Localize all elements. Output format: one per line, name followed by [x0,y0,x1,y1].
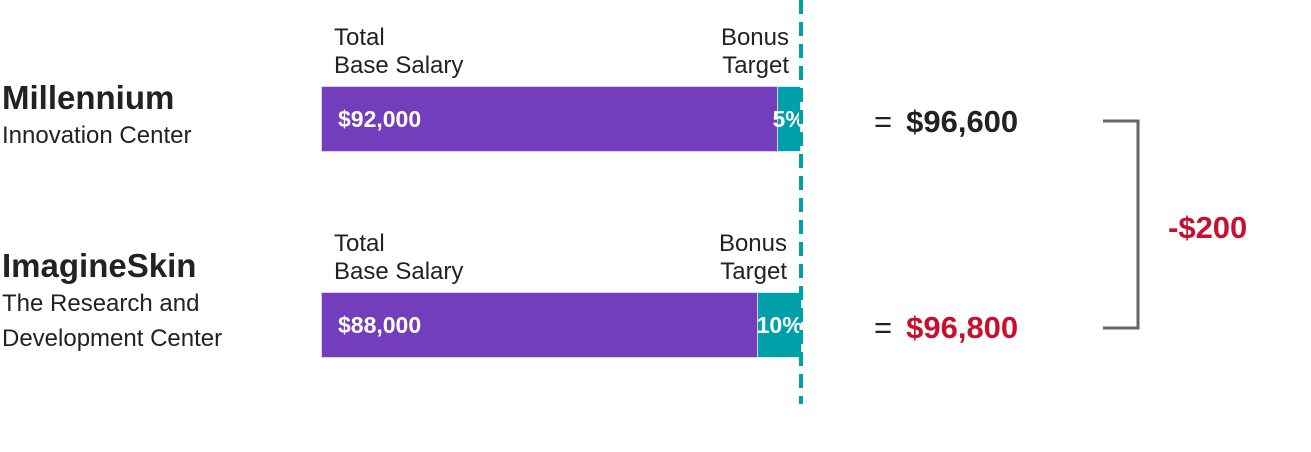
base-salary-label-row-1: Total Base Salary [334,24,464,79]
base-salary-bar-imagineskin: $88,000 [321,292,759,358]
bonus-bar-imagineskin: 10% [756,292,803,358]
difference-value: -$200 [1168,210,1248,245]
base-salary-value-millennium: $92,000 [338,105,422,132]
company-name-millennium: Millennium [2,79,175,116]
equals-sign-row-2: = [874,310,893,345]
total-value-imagineskin: $96,800 [906,310,1019,345]
total-compensation-millennium: = $96,600 [874,104,1018,140]
bonus-target-label-row-1: Bonus Target [720,24,789,79]
base-salary-label-row-2: Total Base Salary [334,230,464,285]
base-salary-value-imagineskin: $88,000 [338,311,422,338]
equals-sign-row-1: = [874,104,893,139]
total-compensation-imagineskin: = $96,800 [874,310,1018,346]
company-subtitle-millennium: Innovation Center [2,122,192,149]
base-salary-bar-millennium: $92,000 [321,86,779,152]
company-subtitle-imagineskin: The Research and Development Center [2,290,223,352]
bonus-target-label-row-2: Bonus Target [718,230,787,285]
company-name-imagineskin: ImagineSkin [2,247,197,284]
total-value-millennium: $96,600 [906,104,1019,139]
bonus-percent-imagineskin: 10% [756,311,803,338]
difference-bracket [1103,119,1140,330]
